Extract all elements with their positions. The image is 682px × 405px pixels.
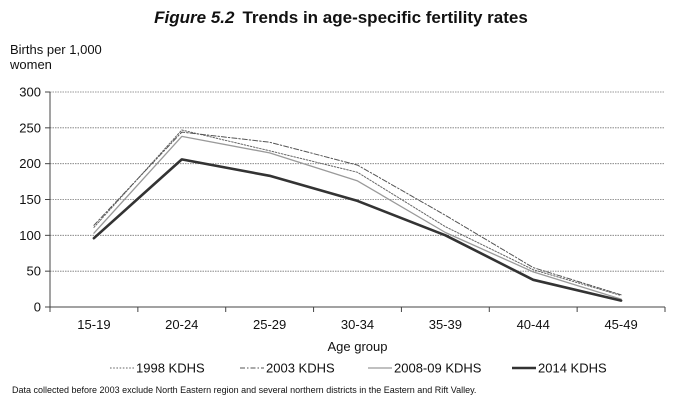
legend-label: 2008-09 KDHS [394,361,482,376]
footnote: Data collected before 2003 exclude North… [12,385,477,395]
x-tick-labels: 15-19 20-24 25-29 30-34 35-39 40-44 45-49 [49,307,666,332]
x-tick-label: 35-39 [429,317,462,332]
axes [49,92,665,308]
y-tick-label: 300 [19,85,41,100]
x-tick-label: 40-44 [517,317,550,332]
y-tick-label: 100 [19,228,41,243]
y-tick-label: 200 [19,156,41,171]
series-line-3 [92,158,623,302]
x-tick-label: 30-34 [341,317,374,332]
figure-title: Trends in age-specific fertility rates [242,8,528,27]
y-tick-label: 50 [27,264,41,279]
y-tick-label: 250 [19,120,41,135]
chart-title: Figure 5.2 Trends in age-specific fertili… [0,8,682,28]
x-axis-title: Age group [328,339,388,354]
series-line-2 [93,135,622,300]
y-tick-label: 0 [34,300,41,315]
series-line-1 [93,131,622,296]
figure-label: Figure 5.2 [154,8,235,27]
legend: 1998 KDHS 2003 KDHS 2008-09 KDHS 2014 KDHS [110,361,607,376]
x-tick-label: 20-24 [165,317,198,332]
series-lines [92,129,623,302]
legend-label: 2003 KDHS [266,361,335,376]
series-line-0 [93,129,622,296]
y-axis-title: Births per 1,000 women [10,42,102,72]
y-tick-label: 150 [19,192,41,207]
legend-label: 1998 KDHS [136,361,205,376]
x-tick-label: 15-19 [77,317,110,332]
x-tick-label: 45-49 [604,317,637,332]
y-tick-labels: 0 50 100 150 200 250 300 [19,85,41,315]
x-tick-label: 25-29 [253,317,286,332]
legend-label: 2014 KDHS [538,361,607,376]
